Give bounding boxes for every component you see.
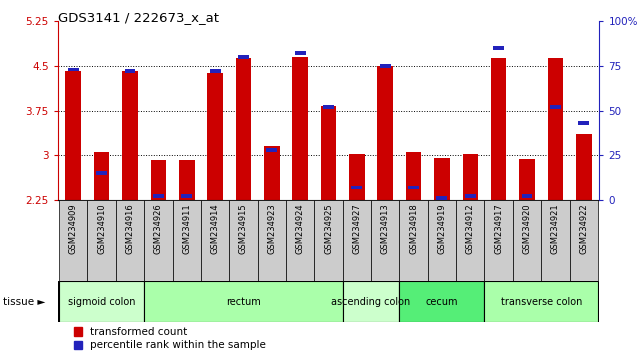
- Bar: [314, 200, 343, 281]
- Bar: [258, 200, 286, 281]
- Bar: [578, 121, 589, 125]
- Bar: [264, 147, 279, 200]
- Text: GSM234922: GSM234922: [579, 203, 588, 254]
- Bar: [437, 196, 447, 200]
- Text: GSM234921: GSM234921: [551, 203, 560, 254]
- Bar: [406, 152, 421, 200]
- Bar: [122, 71, 138, 200]
- Bar: [96, 171, 107, 175]
- Bar: [151, 160, 166, 200]
- Text: GSM234912: GSM234912: [466, 203, 475, 254]
- Bar: [456, 200, 485, 281]
- Text: GSM234909: GSM234909: [69, 203, 78, 254]
- Text: GSM234923: GSM234923: [267, 203, 276, 254]
- Text: GSM234924: GSM234924: [296, 203, 304, 254]
- Text: transverse colon: transverse colon: [501, 297, 582, 307]
- Bar: [343, 281, 399, 322]
- Bar: [87, 200, 116, 281]
- Bar: [379, 64, 390, 68]
- Text: GSM234926: GSM234926: [154, 203, 163, 254]
- Text: GDS3141 / 222673_x_at: GDS3141 / 222673_x_at: [58, 11, 219, 24]
- Bar: [267, 148, 278, 152]
- Text: GSM234914: GSM234914: [211, 203, 220, 254]
- Bar: [238, 55, 249, 59]
- Bar: [201, 200, 229, 281]
- Bar: [144, 200, 172, 281]
- Text: GSM234920: GSM234920: [522, 203, 531, 254]
- Bar: [229, 200, 258, 281]
- Bar: [576, 135, 592, 200]
- Bar: [522, 194, 533, 198]
- Bar: [399, 200, 428, 281]
- Text: GSM234919: GSM234919: [437, 203, 446, 254]
- Text: sigmoid colon: sigmoid colon: [68, 297, 135, 307]
- Bar: [236, 58, 251, 200]
- Bar: [408, 185, 419, 189]
- Bar: [68, 68, 79, 72]
- Text: GSM234927: GSM234927: [353, 203, 362, 254]
- Bar: [292, 57, 308, 200]
- Bar: [463, 154, 478, 200]
- Bar: [547, 58, 563, 200]
- Bar: [179, 160, 194, 200]
- Bar: [541, 200, 570, 281]
- Text: GSM234916: GSM234916: [126, 203, 135, 254]
- Bar: [434, 158, 450, 200]
- Bar: [485, 200, 513, 281]
- Bar: [207, 73, 223, 200]
- Bar: [493, 46, 504, 50]
- Bar: [378, 66, 393, 200]
- Bar: [116, 200, 144, 281]
- Bar: [286, 200, 314, 281]
- Bar: [210, 69, 221, 73]
- Text: GSM234910: GSM234910: [97, 203, 106, 254]
- Bar: [144, 281, 343, 322]
- Bar: [94, 152, 110, 200]
- Bar: [59, 200, 87, 281]
- Bar: [320, 107, 337, 200]
- Text: ascending colon: ascending colon: [331, 297, 411, 307]
- Bar: [181, 194, 192, 198]
- Bar: [59, 281, 144, 322]
- Bar: [550, 105, 561, 109]
- Legend: transformed count, percentile rank within the sample: transformed count, percentile rank withi…: [74, 327, 267, 350]
- Bar: [124, 69, 135, 73]
- Bar: [491, 58, 506, 200]
- Text: GSM234917: GSM234917: [494, 203, 503, 254]
- Text: GSM234918: GSM234918: [409, 203, 418, 254]
- Text: cecum: cecum: [426, 297, 458, 307]
- Bar: [371, 200, 399, 281]
- Bar: [323, 105, 334, 109]
- Text: GSM234913: GSM234913: [381, 203, 390, 254]
- Bar: [513, 200, 541, 281]
- Text: tissue ►: tissue ►: [3, 297, 46, 307]
- Bar: [399, 281, 485, 322]
- Bar: [172, 200, 201, 281]
- Bar: [153, 194, 164, 198]
- Text: GSM234911: GSM234911: [182, 203, 191, 254]
- Bar: [485, 281, 598, 322]
- Bar: [465, 194, 476, 198]
- Bar: [519, 160, 535, 200]
- Bar: [295, 51, 306, 55]
- Bar: [343, 200, 371, 281]
- Bar: [428, 200, 456, 281]
- Bar: [351, 185, 362, 189]
- Text: GSM234925: GSM234925: [324, 203, 333, 254]
- Bar: [570, 200, 598, 281]
- Text: rectum: rectum: [226, 297, 261, 307]
- Bar: [349, 154, 365, 200]
- Bar: [65, 71, 81, 200]
- Text: GSM234915: GSM234915: [239, 203, 248, 254]
